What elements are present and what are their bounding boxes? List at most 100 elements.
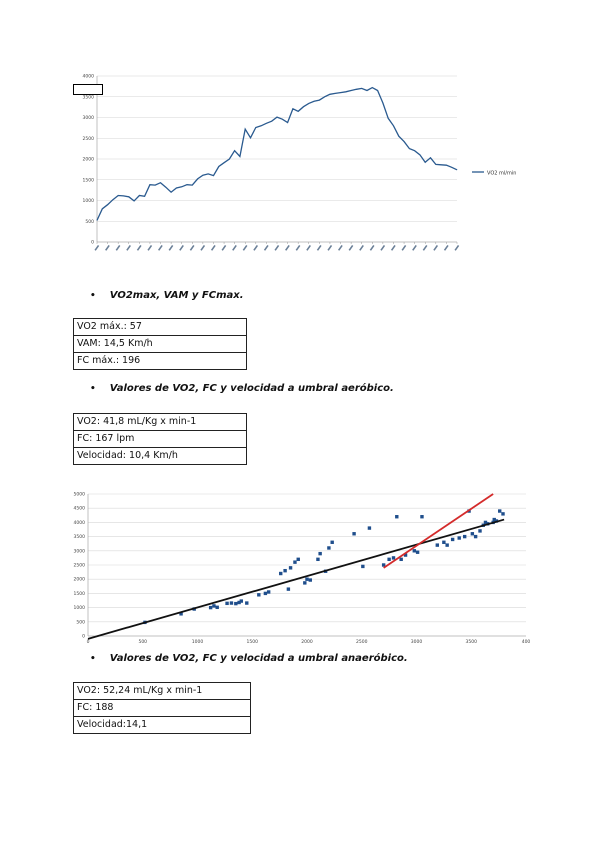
y-tick-label: 1500 — [74, 591, 86, 597]
data-point — [498, 509, 502, 513]
data-point — [287, 122, 288, 123]
data-point — [399, 557, 403, 562]
data-point — [179, 612, 183, 616]
x-tick-label-mark — [147, 244, 153, 251]
trend-line — [383, 493, 494, 569]
table-cell: VO2 máx.: 57 — [73, 318, 247, 336]
bullet-umbral-aerobico: • Valores de VO2, FC y velocidad a umbra… — [90, 383, 394, 394]
x-tick-label: 2500 — [356, 639, 368, 645]
data-point — [107, 204, 108, 205]
data-point — [297, 110, 299, 112]
x-tick-label-mark — [380, 244, 386, 251]
x-tick-label-mark — [433, 244, 439, 251]
data-point — [292, 108, 294, 110]
table-cell: Velocidad: 10,4 Km/h — [73, 447, 247, 465]
data-point — [215, 605, 219, 610]
bullet-dot: • — [90, 653, 96, 664]
data-point — [361, 564, 365, 569]
data-point — [293, 560, 297, 564]
x-tick-label-mark — [263, 244, 269, 251]
x-tick-label-mark — [443, 244, 449, 251]
y-tick-label: 2500 — [83, 136, 95, 142]
data-point — [239, 156, 241, 157]
data-point — [237, 600, 241, 605]
x-tick-label: 3000 — [411, 639, 423, 645]
y-tick-label: 500 — [85, 219, 94, 225]
data-point — [371, 87, 373, 88]
data-point — [424, 162, 426, 163]
table-cell: VO2: 52,24 mL/Kg x min-1 — [73, 682, 251, 700]
data-point — [101, 208, 103, 210]
table-row: VO2: 41,8 mL/Kg x min-1 — [73, 413, 247, 431]
chart1-grid — [96, 75, 457, 243]
bullet-vo2max: • VO2max, VAM y FCmax. — [90, 290, 244, 301]
x-tick-label-mark — [316, 244, 322, 251]
data-point — [329, 93, 331, 95]
table-cell: FC: 167 lpm — [73, 430, 247, 448]
y-tick-label: 500 — [76, 619, 85, 625]
x-tick-label-mark — [327, 244, 333, 251]
data-point — [234, 150, 235, 151]
data-point — [456, 169, 458, 171]
data-point — [316, 557, 320, 562]
table-row: FC máx.: 196 — [73, 352, 247, 370]
data-point — [451, 167, 453, 168]
data-point — [492, 517, 496, 522]
x-tick-label: 1000 — [192, 639, 204, 645]
data-point — [245, 601, 249, 605]
table-umbral-aerobico: VO2: 41,8 mL/Kg x min-1 FC: 167 lpm Velo… — [73, 413, 247, 465]
legend-label: VO2 ml/min — [487, 171, 516, 177]
data-point — [133, 200, 135, 202]
chart1-series-points — [96, 87, 458, 221]
data-point — [160, 182, 161, 183]
data-point — [181, 186, 183, 188]
table-cell: Velocidad:14,1 — [73, 716, 251, 734]
y-tick-label: 3000 — [74, 548, 86, 554]
bullet-dot: • — [90, 290, 96, 301]
table-row: Velocidad:14,1 — [73, 716, 251, 734]
data-point — [318, 551, 322, 556]
data-point — [350, 90, 352, 91]
bullet-text: Valores de VO2, FC y velocidad a umbral … — [109, 383, 394, 394]
data-point — [139, 195, 140, 196]
data-point — [208, 605, 213, 610]
table-cell: VAM: 14,5 Km/h — [73, 335, 247, 353]
chart1-legend: VO2 ml/min — [472, 171, 516, 177]
data-point — [288, 566, 293, 570]
data-point — [409, 148, 410, 149]
data-point — [445, 543, 449, 547]
data-point — [398, 135, 400, 137]
data-point — [112, 199, 114, 200]
data-point — [345, 91, 347, 93]
data-point — [403, 553, 408, 557]
table-vo2max: VO2 máx.: 57 VAM: 14,5 Km/h FC máx.: 196 — [73, 318, 247, 370]
data-point — [457, 536, 461, 540]
data-point — [381, 563, 386, 567]
data-point — [308, 578, 312, 582]
data-point — [250, 137, 251, 139]
x-tick-label-mark — [306, 244, 311, 251]
data-point — [281, 118, 283, 120]
data-point — [420, 515, 424, 519]
y-tick-label: 4000 — [83, 74, 95, 80]
table-cell: FC: 188 — [73, 699, 251, 717]
x-tick-label-mark — [274, 244, 280, 251]
x-tick-label-mark — [401, 244, 407, 251]
table-row: FC: 167 lpm — [73, 430, 247, 448]
table-row: VO2 máx.: 57 — [73, 318, 247, 336]
chart2-points — [143, 509, 505, 625]
data-point — [197, 178, 198, 180]
table-row: Velocidad: 10,4 Km/h — [73, 447, 247, 465]
data-point — [483, 520, 488, 525]
trend-line — [87, 518, 505, 640]
data-point — [366, 90, 368, 91]
x-tick-label: 1500 — [247, 639, 259, 645]
x-tick-label: 2000 — [301, 639, 313, 645]
data-point — [176, 187, 177, 189]
data-point — [478, 529, 482, 533]
data-point — [128, 196, 130, 198]
data-point — [239, 599, 243, 603]
x-tick-label-mark — [210, 244, 216, 251]
data-point — [415, 550, 420, 554]
data-point — [412, 549, 417, 553]
